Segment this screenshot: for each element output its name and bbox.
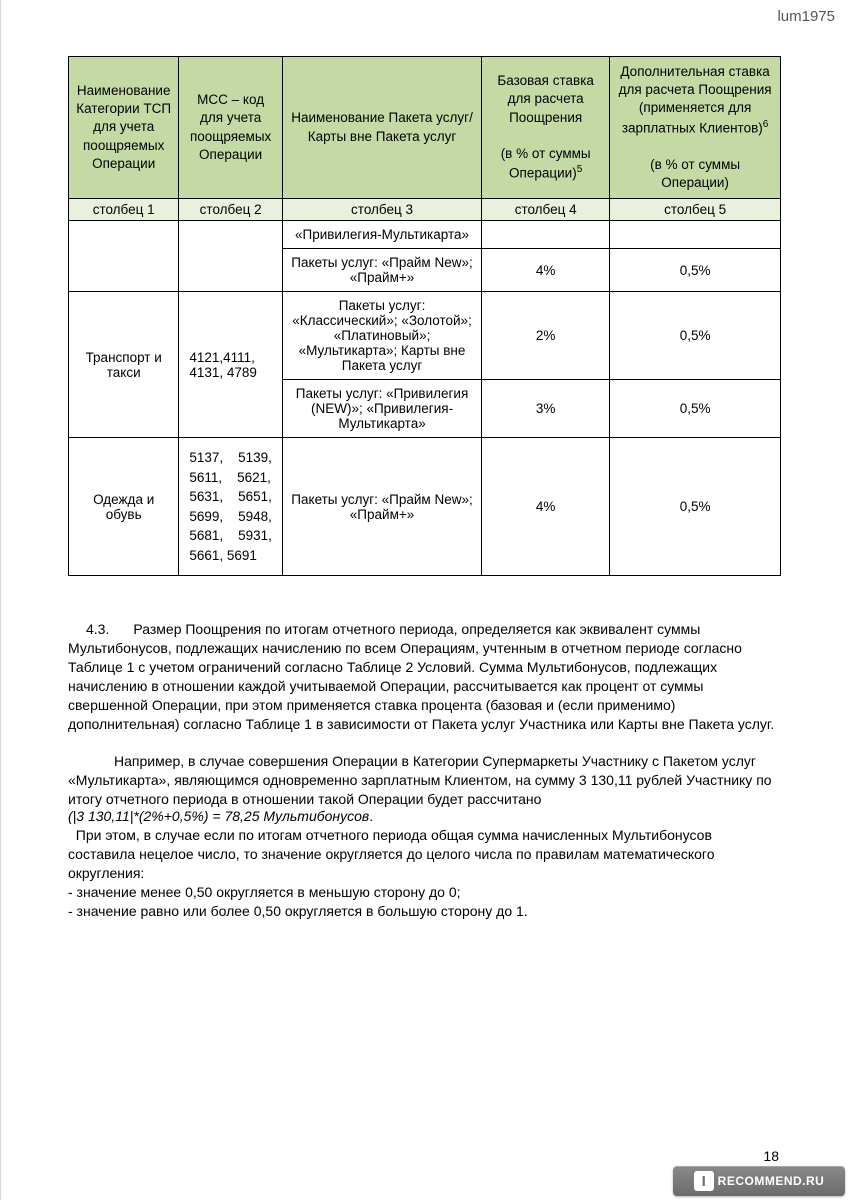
example-line1: Например, в случае совершения Операции в… xyxy=(68,753,772,807)
username-watermark: lum1975 xyxy=(777,8,835,25)
cell: Пакеты услуг: «Привилегия (NEW)»; «Приви… xyxy=(282,380,481,438)
cell xyxy=(69,221,179,292)
cell xyxy=(179,221,283,292)
header-col2: МСС – код для учета поощряемых Операции xyxy=(179,57,283,199)
cell: 0,5% xyxy=(610,249,781,292)
header-col3: Наименование Пакета услуг/Карты вне Паке… xyxy=(282,57,481,199)
cell: 2% xyxy=(482,292,610,380)
subheader-c5: столбец 5 xyxy=(610,199,781,221)
example-para: Например, в случае совершения Операции в… xyxy=(68,752,781,809)
header-col1: Наименование Категории ТСП для учета поо… xyxy=(69,57,179,199)
cell: 3% xyxy=(482,380,610,438)
cell: 4% xyxy=(482,249,610,292)
header-col4-sup: 5 xyxy=(577,164,583,175)
cell: Пакеты услуг: «Прайм New»; «Прайм+» xyxy=(282,438,481,576)
header-col5-line1: Дополнительная ставка для расчета Поощре… xyxy=(619,64,772,135)
subheader-c2: столбец 2 xyxy=(179,199,283,221)
table-row: «Привилегия-Мультикарта» xyxy=(69,221,781,249)
document-page: lum1975 Наименование Категории ТСП для у… xyxy=(0,0,849,1200)
watermark-badge-icon: I xyxy=(694,1171,714,1191)
tariff-table: Наименование Категории ТСП для учета поо… xyxy=(68,56,781,576)
subheader-c4: столбец 4 xyxy=(482,199,610,221)
cell: Одежда и обувь xyxy=(69,438,179,576)
example-dot: . xyxy=(369,808,373,824)
table-row: Транспорт и такси 4121,4111, 4131, 4789 … xyxy=(69,292,781,380)
page-number: 18 xyxy=(763,1148,779,1164)
para-4-3-text: Размер Поощрения по итогам отчетного пер… xyxy=(68,621,774,731)
example-formula: (|3 130,11|*(2%+0,5%) = 78,25 Мультибону… xyxy=(68,808,369,824)
table-row: Одежда и обувь 5137, 5139, 5611, 5621, 5… xyxy=(69,438,781,576)
cell: 0,5% xyxy=(610,438,781,576)
cell: «Привилегия-Мультикарта» xyxy=(282,221,481,249)
page-border xyxy=(0,0,1,1200)
header-col5-line2: (в % от суммы Операции) xyxy=(650,157,740,190)
cell: Пакеты услуг: «Классический»; «Золотой»;… xyxy=(282,292,481,380)
rounding-text: При этом, в случае если по итогам отчетн… xyxy=(68,826,781,883)
cell: 0,5% xyxy=(610,292,781,380)
header-col4-line1: Базовая ставка для расчета Поощрения xyxy=(497,73,594,124)
subheader-c1: столбец 1 xyxy=(69,199,179,221)
example-formula-line: (|3 130,11|*(2%+0,5%) = 78,25 Мультибону… xyxy=(68,807,781,826)
site-watermark: I RECOMMEND.RU xyxy=(673,1166,845,1196)
cell: 4% xyxy=(482,438,610,576)
cell: Пакеты услуг: «Прайм New»; «Прайм+» xyxy=(282,249,481,292)
header-col5: Дополнительная ставка для расчета Поощре… xyxy=(610,57,781,199)
cell xyxy=(610,221,781,249)
para-4-3: 4.3.Размер Поощрения по итогам отчетного… xyxy=(68,620,781,733)
watermark-text: RECOMMEND.RU xyxy=(718,1174,825,1188)
header-col5-sup: 6 xyxy=(763,119,769,130)
subheader-row: столбец 1 столбец 2 столбец 3 столбец 4 … xyxy=(69,199,781,221)
rounding-bullet1: - значение менее 0,50 округляется в мень… xyxy=(68,883,781,902)
subheader-c3: столбец 3 xyxy=(282,199,481,221)
cell: Транспорт и такси xyxy=(69,292,179,438)
cell: 0,5% xyxy=(610,380,781,438)
example-block: Например, в случае совершения Операции в… xyxy=(68,752,781,809)
cell: 4121,4111, 4131, 4789 xyxy=(179,292,283,438)
header-col4: Базовая ставка для расчета Поощрения (в … xyxy=(482,57,610,199)
cell-mcc-clothes: 5137, 5139, 5611, 5621, 5631, 5651, 5699… xyxy=(179,438,283,576)
rounding-bullet2: - значение равно или более 0,50 округляе… xyxy=(68,902,781,921)
body-text: 4.3.Размер Поощрения по итогам отчетного… xyxy=(68,620,781,920)
cell xyxy=(482,221,610,249)
section-number: 4.3. xyxy=(86,620,109,639)
